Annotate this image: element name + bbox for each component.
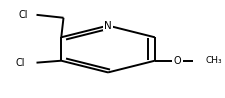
Text: Cl: Cl	[16, 58, 25, 68]
Text: CH₃: CH₃	[205, 56, 221, 65]
Text: N: N	[104, 21, 111, 31]
Text: Cl: Cl	[18, 10, 28, 20]
Text: O: O	[173, 56, 180, 66]
